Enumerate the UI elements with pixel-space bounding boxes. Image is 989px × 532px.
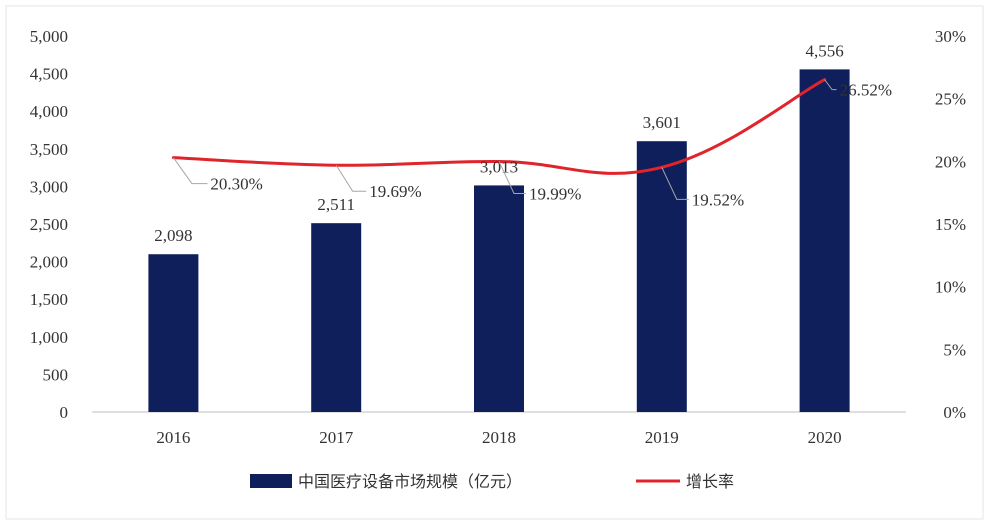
y-left-tick-label: 1,500: [30, 290, 68, 309]
growth-rate-label: 19.99%: [529, 184, 581, 203]
x-tick-label: 2019: [645, 428, 679, 447]
y-right-tick-label: 15%: [935, 215, 966, 234]
growth-label-leader: [824, 79, 837, 91]
legend-swatch-bar: [250, 474, 292, 488]
bar: [148, 254, 199, 412]
x-tick-label: 2016: [156, 428, 190, 447]
bar: [311, 223, 362, 412]
x-tick-label: 2017: [319, 428, 354, 447]
y-right-tick-label: 30%: [935, 27, 966, 46]
axes-layer: 0 500 1,000 1,500 2,000 2,500 3,000 3,500 4,000 4…: [30, 27, 966, 447]
bar-value-label: 2,511: [317, 195, 355, 214]
growth-label-leader: [498, 161, 526, 194]
x-tick-label: 2020: [808, 428, 842, 447]
bar-value-label: 3,601: [643, 113, 681, 132]
y-right-tick-label: 10%: [935, 278, 966, 297]
growth-rate-label: 20.30%: [210, 175, 262, 194]
y-right-tick-label: 0%: [943, 403, 966, 422]
y-right-tick-label: 25%: [935, 90, 966, 109]
growth-label-leader: [661, 167, 689, 200]
growth-rate-label: 26.52%: [840, 81, 892, 100]
bar: [474, 185, 524, 412]
y-left-tick-label: 4,500: [30, 65, 68, 84]
bars-layer: [148, 69, 850, 413]
growth-label-leader: [335, 164, 367, 192]
bar: [799, 69, 850, 413]
y-left-tick-label: 2,500: [30, 215, 68, 234]
chart-frame: [5, 5, 984, 520]
y-left-tick-label: 4,000: [30, 102, 68, 121]
bar: [636, 141, 687, 412]
x-tick-label: 2018: [482, 428, 516, 447]
y-left-tick-label: 0: [60, 403, 69, 422]
labels-layer: 2,098 2,511 3,013 3,601 4,556 20.30% 19.69% 19.…: [154, 41, 892, 245]
y-left-tick-label: 5,000: [30, 27, 68, 46]
y-right-tick-label: 5%: [943, 340, 966, 359]
legend-label-bar: 中国医疗设备市场规模（亿元）: [298, 472, 522, 491]
growth-label-leader: [172, 157, 208, 185]
bar-value-label: 3,013: [480, 157, 518, 176]
bar-value-label: 2,098: [154, 226, 192, 245]
y-left-tick-label: 500: [43, 365, 69, 384]
y-left-tick-label: 3,000: [30, 177, 68, 196]
y-right-tick-label: 20%: [935, 152, 966, 171]
y-left-tick-label: 3,500: [30, 140, 68, 159]
legend-label-line: 增长率: [686, 472, 734, 491]
growth-rate-label: 19.52%: [692, 190, 744, 209]
legend: 中国医疗设备市场规模（亿元） 增长率: [250, 472, 734, 491]
y-left-tick-label: 1,000: [30, 328, 68, 347]
bar-value-label: 4,556: [805, 41, 843, 60]
growth-rate-label: 19.69%: [369, 182, 421, 201]
y-left-tick-label: 2,000: [30, 253, 68, 272]
